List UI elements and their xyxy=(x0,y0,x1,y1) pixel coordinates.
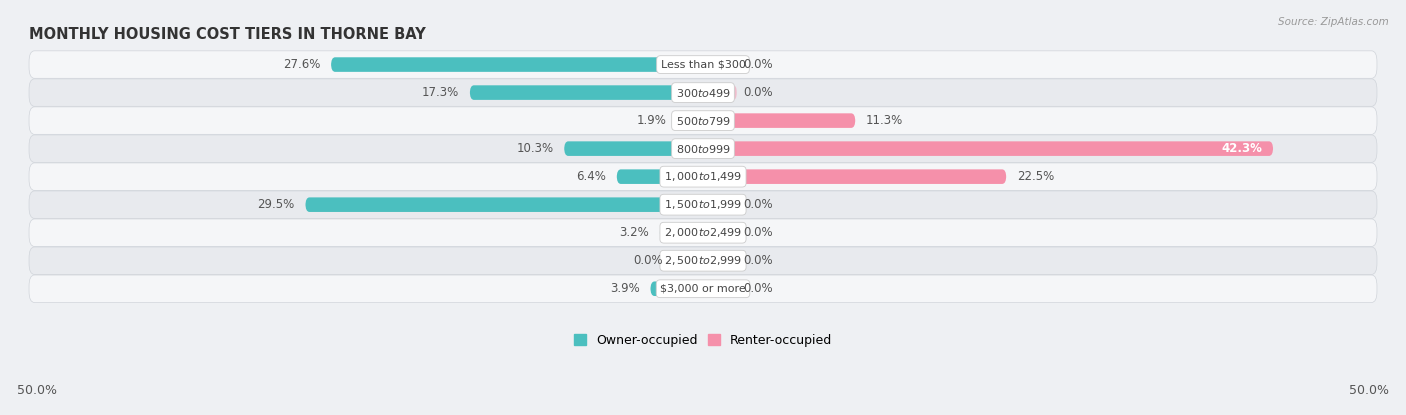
Text: 11.3%: 11.3% xyxy=(866,114,903,127)
FancyBboxPatch shape xyxy=(669,254,703,268)
Text: $1,500 to $1,999: $1,500 to $1,999 xyxy=(664,198,742,211)
FancyBboxPatch shape xyxy=(30,163,1376,190)
Text: 3.9%: 3.9% xyxy=(610,282,640,295)
FancyBboxPatch shape xyxy=(703,254,737,268)
Text: 29.5%: 29.5% xyxy=(257,198,295,211)
FancyBboxPatch shape xyxy=(30,219,1376,247)
Text: MONTHLY HOUSING COST TIERS IN THORNE BAY: MONTHLY HOUSING COST TIERS IN THORNE BAY xyxy=(30,27,426,42)
FancyBboxPatch shape xyxy=(703,281,737,296)
FancyBboxPatch shape xyxy=(703,225,737,240)
Text: $500 to $799: $500 to $799 xyxy=(675,115,731,127)
Text: 6.4%: 6.4% xyxy=(576,170,606,183)
Text: 27.6%: 27.6% xyxy=(283,58,321,71)
Text: 0.0%: 0.0% xyxy=(744,254,773,267)
Text: 0.0%: 0.0% xyxy=(744,86,773,99)
Text: 42.3%: 42.3% xyxy=(1222,142,1263,155)
FancyBboxPatch shape xyxy=(703,142,1272,156)
FancyBboxPatch shape xyxy=(678,113,703,128)
Text: Source: ZipAtlas.com: Source: ZipAtlas.com xyxy=(1278,17,1389,27)
FancyBboxPatch shape xyxy=(470,85,703,100)
Text: 22.5%: 22.5% xyxy=(1017,170,1054,183)
Text: Less than $300: Less than $300 xyxy=(661,60,745,70)
FancyBboxPatch shape xyxy=(305,198,703,212)
Text: $2,000 to $2,499: $2,000 to $2,499 xyxy=(664,226,742,239)
Text: 0.0%: 0.0% xyxy=(744,198,773,211)
FancyBboxPatch shape xyxy=(30,191,1376,218)
FancyBboxPatch shape xyxy=(703,169,1007,184)
Text: $1,000 to $1,499: $1,000 to $1,499 xyxy=(664,170,742,183)
Text: $800 to $999: $800 to $999 xyxy=(675,143,731,155)
FancyBboxPatch shape xyxy=(30,107,1376,134)
FancyBboxPatch shape xyxy=(703,57,737,72)
FancyBboxPatch shape xyxy=(617,169,703,184)
FancyBboxPatch shape xyxy=(30,135,1376,162)
FancyBboxPatch shape xyxy=(564,142,703,156)
FancyBboxPatch shape xyxy=(30,275,1376,303)
FancyBboxPatch shape xyxy=(30,79,1376,106)
FancyBboxPatch shape xyxy=(703,198,737,212)
FancyBboxPatch shape xyxy=(651,281,703,296)
FancyBboxPatch shape xyxy=(703,85,737,100)
Text: $2,500 to $2,999: $2,500 to $2,999 xyxy=(664,254,742,267)
Text: 50.0%: 50.0% xyxy=(1350,383,1389,397)
Text: 1.9%: 1.9% xyxy=(637,114,666,127)
Text: 50.0%: 50.0% xyxy=(17,383,56,397)
Text: 0.0%: 0.0% xyxy=(633,254,662,267)
Text: 17.3%: 17.3% xyxy=(422,86,460,99)
Legend: Owner-occupied, Renter-occupied: Owner-occupied, Renter-occupied xyxy=(568,329,838,352)
FancyBboxPatch shape xyxy=(703,113,855,128)
Text: 3.2%: 3.2% xyxy=(620,226,650,239)
Text: 0.0%: 0.0% xyxy=(744,282,773,295)
FancyBboxPatch shape xyxy=(330,57,703,72)
Text: $3,000 or more: $3,000 or more xyxy=(661,284,745,294)
Text: 10.3%: 10.3% xyxy=(516,142,554,155)
FancyBboxPatch shape xyxy=(30,247,1376,274)
Text: 0.0%: 0.0% xyxy=(744,226,773,239)
FancyBboxPatch shape xyxy=(30,51,1376,78)
Text: 0.0%: 0.0% xyxy=(744,58,773,71)
FancyBboxPatch shape xyxy=(659,225,703,240)
Text: $300 to $499: $300 to $499 xyxy=(675,87,731,99)
